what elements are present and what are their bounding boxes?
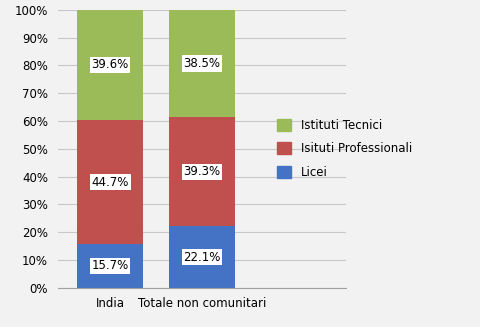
- Text: 38.5%: 38.5%: [183, 57, 220, 70]
- Text: 22.1%: 22.1%: [183, 250, 220, 264]
- Bar: [169, 117, 234, 226]
- Bar: [77, 120, 143, 244]
- Text: 15.7%: 15.7%: [91, 259, 129, 272]
- Bar: [169, 10, 234, 117]
- Legend: Istituti Tecnici, Isituti Professionali, Licei: Istituti Tecnici, Isituti Professionali,…: [271, 113, 417, 185]
- Text: 44.7%: 44.7%: [91, 176, 129, 188]
- Bar: [169, 226, 234, 288]
- Text: 39.6%: 39.6%: [91, 58, 129, 71]
- Bar: [77, 10, 143, 120]
- Bar: [77, 244, 143, 288]
- Text: 39.3%: 39.3%: [183, 165, 220, 178]
